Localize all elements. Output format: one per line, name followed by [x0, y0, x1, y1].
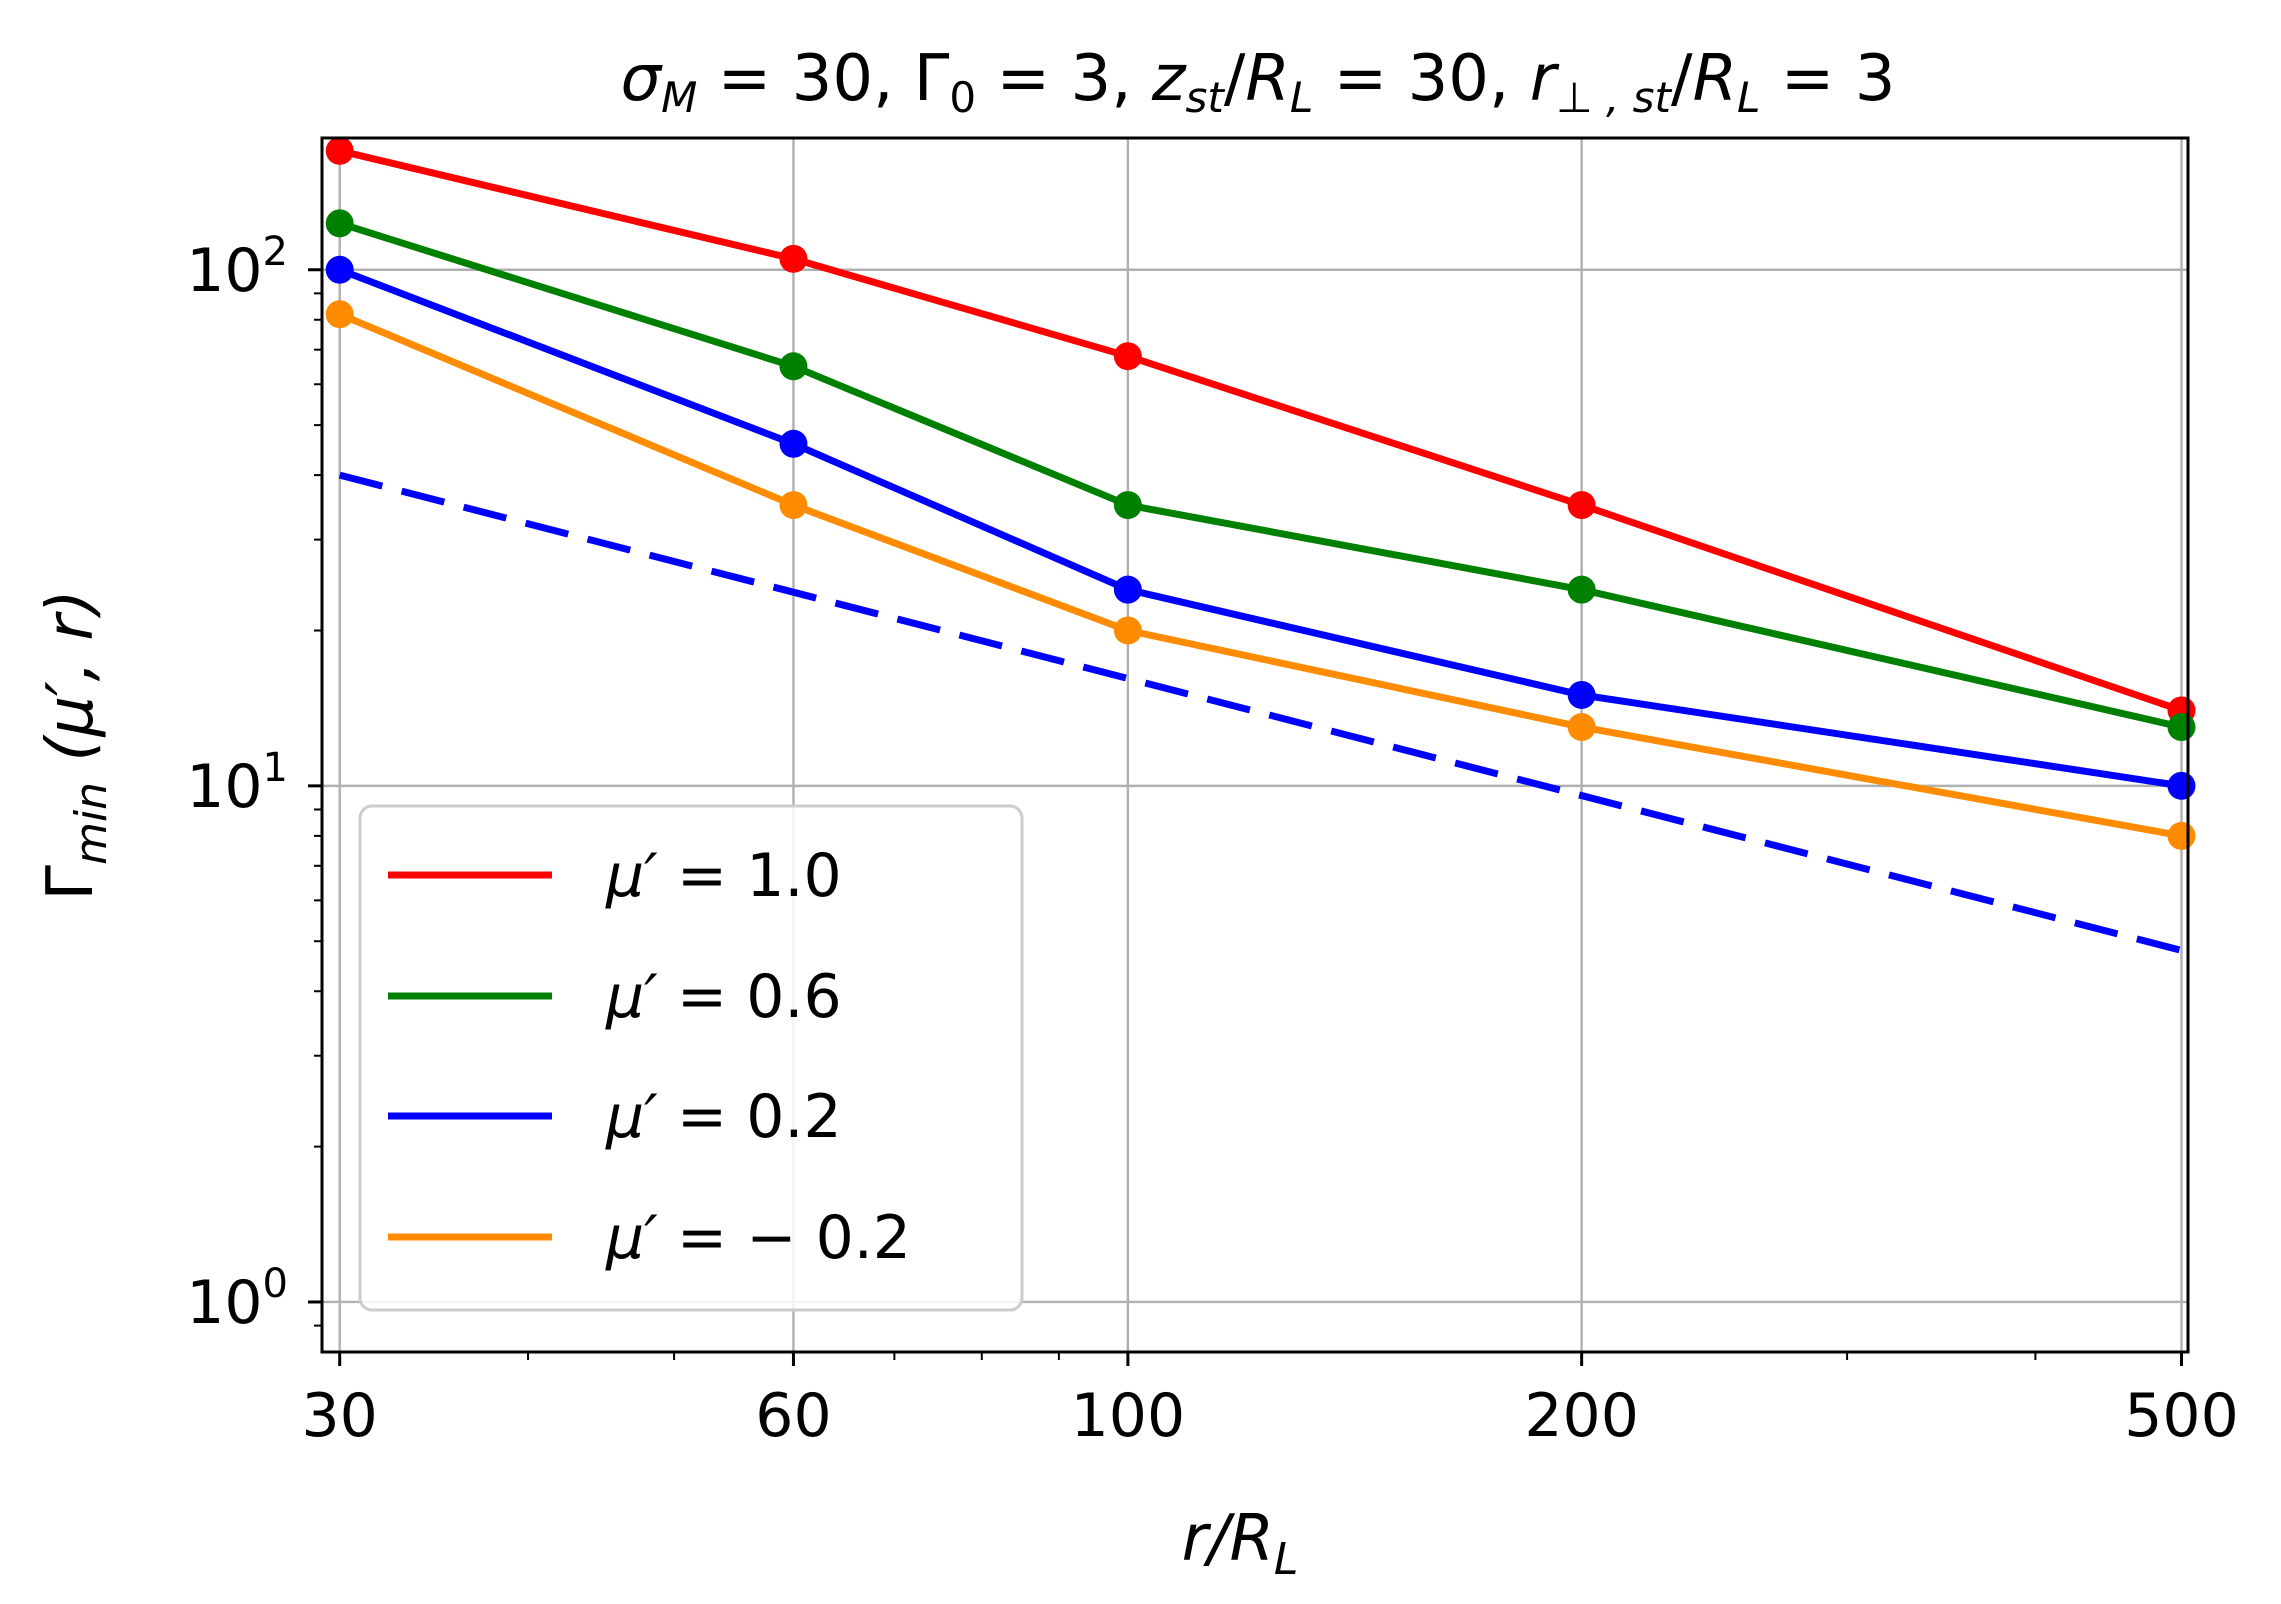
y-tick-label-10: 101 [186, 745, 288, 822]
x-tick-label-500: 500 [2124, 1381, 2239, 1451]
data-point-3-500 [2167, 821, 2196, 850]
data-point-3-100 [1113, 616, 1142, 645]
x-axis-label: r/RL [1182, 1502, 1299, 1585]
x-tick-labels: 30 60 100 200 500 [302, 1381, 2239, 1451]
data-point-2-60 [779, 429, 808, 458]
x-tick-label-100: 100 [1071, 1381, 1186, 1451]
legend-entry-mu-minus-0.2: μ′ = − 0.2 [388, 1203, 911, 1273]
data-point-2-30 [325, 255, 354, 284]
data-point-2-500 [2167, 771, 2196, 800]
series-2 [325, 255, 2196, 800]
y-tick-labels: 100 101 102 [186, 229, 288, 1338]
data-point-0-200 [1567, 491, 1596, 520]
series-layer [325, 136, 2196, 850]
data-point-0-30 [325, 136, 354, 165]
y-axis-label: Γmin (μ′, r) [34, 589, 117, 900]
legend-label-mu-0.2: μ′ = 0.2 [605, 1082, 842, 1152]
data-point-2-200 [1567, 680, 1596, 709]
legend-label-mu-minus-0.2: μ′ = − 0.2 [605, 1203, 911, 1273]
data-point-0-60 [779, 244, 808, 273]
series-0 [325, 136, 2196, 725]
data-point-1-60 [779, 352, 808, 381]
y-tick-label-1: 100 [186, 1261, 288, 1338]
y-tick-label-100: 102 [186, 229, 288, 306]
data-point-1-200 [1567, 575, 1596, 604]
legend-box [358, 804, 1024, 1312]
chart-title: σM = 30, Γ0 = 3, zst/RL = 30, r⊥ , st/RL… [621, 42, 1896, 122]
x-tick-label-60: 60 [755, 1381, 831, 1451]
x-tick-label-200: 200 [1524, 1381, 1639, 1451]
data-point-0-100 [1113, 342, 1142, 371]
legend-entry-mu-1.0: μ′ = 1.0 [388, 841, 842, 911]
legend-label-mu-1.0: μ′ = 1.0 [605, 841, 842, 911]
data-point-1-500 [2167, 713, 2196, 742]
legend-entry-mu-0.6: μ′ = 0.6 [388, 962, 842, 1032]
legend-entry-mu-0.2: μ′ = 0.2 [388, 1082, 842, 1152]
series-1 [325, 209, 2196, 742]
legend-label-mu-0.6: μ′ = 0.6 [605, 962, 842, 1032]
data-point-1-100 [1113, 491, 1142, 520]
legend: μ′ = 1.0 μ′ = 0.6 μ′ = 0.2 μ′ = − 0.2 [358, 804, 1024, 1312]
x-tick-label-30: 30 [302, 1381, 378, 1451]
plot-frame [320, 136, 2190, 1354]
data-point-3-200 [1567, 713, 1596, 742]
data-point-2-100 [1113, 575, 1142, 604]
data-point-1-30 [325, 209, 354, 238]
data-point-3-30 [325, 300, 354, 329]
data-point-3-60 [779, 491, 808, 520]
